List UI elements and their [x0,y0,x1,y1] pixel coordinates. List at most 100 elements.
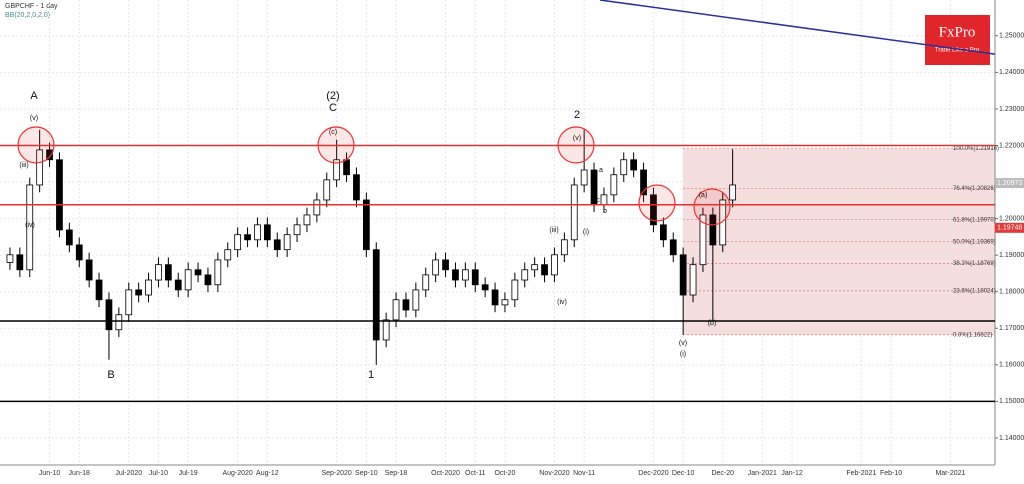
candle-body [541,264,548,276]
candle-body [303,214,311,226]
candle-body [6,254,14,263]
fib-label: 38.2%(1.18769) [953,261,996,267]
wave-label: C [329,102,337,114]
x-tick-label: Oct-11 [465,470,486,477]
candle-body [689,264,697,296]
candle-body [283,234,291,251]
wave-label: (iii) [549,227,558,234]
candle-body [204,274,212,286]
x-tick-label: Oct-2020 [431,470,460,477]
x-tick-label: Nov-11 [573,470,595,477]
logo-box [925,15,990,65]
x-tick-label: Jul-19 [179,470,198,477]
fib-label: 50.0%(1.19369) [953,239,996,245]
candle-body [669,239,677,256]
candle-body [580,169,588,186]
candle-body [254,224,261,241]
fib-label: 100.0%(1.21916) [953,146,999,152]
x-tick-label: Aug-2020 [222,470,252,477]
candle-body [323,179,331,201]
highlight-circle [693,188,731,226]
candle-body [461,269,469,281]
x-tick-label: Dec-2020 [638,470,668,477]
candle-body [521,269,529,281]
wave-label: a [599,167,603,174]
wave-label: (iii) [19,162,28,169]
fib-label: 23.6%(1.18024) [953,288,996,294]
y-tick-label: 1.16000 [999,362,1024,369]
wave-label: (a) [699,192,708,199]
wave-label: A [30,90,38,102]
wave-label: (b) [708,320,717,327]
candle-body [313,199,321,216]
candle-body [501,299,509,306]
candle-body [145,279,152,296]
candle-body [244,234,251,241]
wave-label: b [603,208,607,215]
candle-body [234,234,242,251]
candle-body [105,299,113,331]
candle-body [491,289,499,306]
x-tick-label: Dec-10 [672,470,695,477]
price-marker [995,222,1024,233]
y-tick-label: 1.19000 [999,252,1024,259]
candle-body [333,159,341,181]
wave-label: (i) [583,229,589,236]
candle-body [630,159,638,171]
candle-body [531,264,539,271]
x-tick-label: Mar-2021 [935,470,965,477]
y-tick-label: 1.17000 [999,325,1024,332]
highlight-circle [17,126,55,164]
y-tick-label: 1.20000 [999,215,1024,222]
candle-body [471,269,479,286]
x-tick-label: Jun-18 [69,470,91,477]
wave-label: (c) [329,129,337,136]
candle-body [26,184,34,271]
candle-body [164,264,172,281]
y-tick-label: 1.24000 [999,69,1024,76]
candle-body [293,224,301,236]
y-tick-label: 1.22000 [999,142,1024,149]
highlight-circle [317,126,355,164]
price-marker-label: 1.20973 [997,180,1022,187]
wave-label: (v) [573,135,581,142]
candle-body [135,289,143,296]
x-tick-label: Feb-10 [880,470,902,477]
wave-label: (iv) [557,299,567,306]
trendline [599,0,996,55]
price-marker-label: 1.19748 [997,225,1022,232]
candle-body [125,289,133,316]
candle-body [372,249,380,341]
candle-body [560,239,568,256]
candle-body [214,259,222,286]
candle-body [224,249,232,261]
x-tick-label: Jul-2020 [115,470,142,477]
candle-body [36,149,44,186]
wave-label: (v) [679,340,687,347]
candle-body [273,239,281,251]
candle-body [16,254,24,271]
candle-body [570,184,578,241]
candle-body [155,264,162,281]
candle-body [699,214,707,266]
fib-label: 0.0%(1.16822) [953,332,992,338]
candle-body [481,284,489,291]
candle-body [56,159,63,231]
candle-body [412,289,420,311]
candle-body [184,269,192,291]
x-tick-label: Aug-12 [256,470,279,477]
x-tick-label: Oct-20 [494,470,515,477]
x-tick-label: Sep-2020 [321,470,351,477]
x-tick-label: Nov-2020 [539,470,569,477]
candle-body [442,259,449,271]
candle-body [75,244,83,261]
wave-label: c [596,197,600,204]
candle-body [194,269,202,276]
candle-body [709,214,717,246]
fib-label: 61.8%(1.19970) [953,217,996,223]
candle-body [640,169,647,196]
wave-label: (i) [680,351,686,358]
candle-body [115,314,123,331]
